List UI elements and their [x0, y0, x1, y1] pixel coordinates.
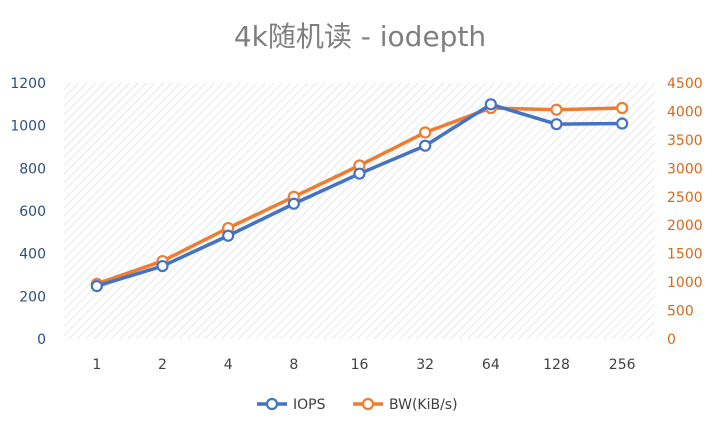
right-tick-label: 1500 [667, 247, 703, 263]
right-axis-ticks: 0 500 1000 1500 2000 2500 3000 3500 4000 4500 [667, 76, 703, 348]
x-tick-label: 4 [224, 357, 233, 373]
legend: IOPS BW(KiB/s) [257, 397, 458, 413]
left-tick-label: 1200 [10, 76, 46, 92]
right-tick-label: 3000 [667, 161, 703, 177]
left-axis-ticks: 0 200 400 600 800 1000 1200 [10, 76, 46, 348]
right-tick-label: 0 [667, 332, 676, 348]
series-layer [90, 98, 629, 293]
x-tick-label: 256 [609, 357, 636, 373]
left-tick-label: 0 [37, 332, 46, 348]
x-tick-label: 32 [416, 357, 434, 373]
data-point [287, 197, 300, 210]
data-point [90, 279, 103, 293]
right-tick-label: 4000 [667, 104, 703, 120]
left-tick-label: 200 [19, 289, 46, 305]
x-tick-label: 64 [482, 357, 500, 373]
right-tick-label: 1000 [667, 275, 703, 291]
chart-title: 4k随机读 - iodepth [234, 20, 486, 53]
data-point [156, 259, 169, 273]
data-point [616, 117, 629, 130]
right-tick-label: 2000 [667, 218, 703, 234]
x-tick-label: 128 [543, 357, 570, 373]
legend-item: BW(KiB/s) [353, 397, 458, 413]
plot-area [64, 83, 655, 339]
legend-label: IOPS [293, 397, 326, 413]
left-tick-label: 400 [19, 247, 46, 263]
data-point [550, 103, 563, 116]
x-axis-ticks: 1 2 4 8 16 32 64 128 256 [92, 357, 635, 373]
right-tick-label: 500 [667, 304, 694, 320]
data-point [353, 167, 366, 180]
data-point [419, 139, 432, 152]
x-tick-label: 1 [92, 357, 101, 373]
legend-label: BW(KiB/s) [389, 397, 458, 413]
legend-swatch-marker [361, 397, 375, 411]
legend-item: IOPS [257, 397, 326, 413]
data-point [484, 98, 497, 111]
series-iops [90, 98, 629, 293]
legend-swatch-marker [265, 397, 279, 411]
x-tick-label: 16 [351, 357, 369, 373]
data-point [550, 118, 563, 131]
left-tick-label: 800 [19, 161, 46, 177]
right-tick-label: 2500 [667, 190, 703, 206]
right-tick-label: 4500 [667, 76, 703, 92]
data-point [616, 101, 629, 115]
left-tick-label: 1000 [10, 119, 46, 135]
x-tick-label: 8 [289, 357, 298, 373]
x-tick-label: 2 [158, 357, 167, 373]
data-point [222, 229, 235, 242]
data-point [419, 126, 432, 139]
left-tick-label: 600 [19, 204, 46, 220]
right-tick-label: 3500 [667, 133, 703, 149]
